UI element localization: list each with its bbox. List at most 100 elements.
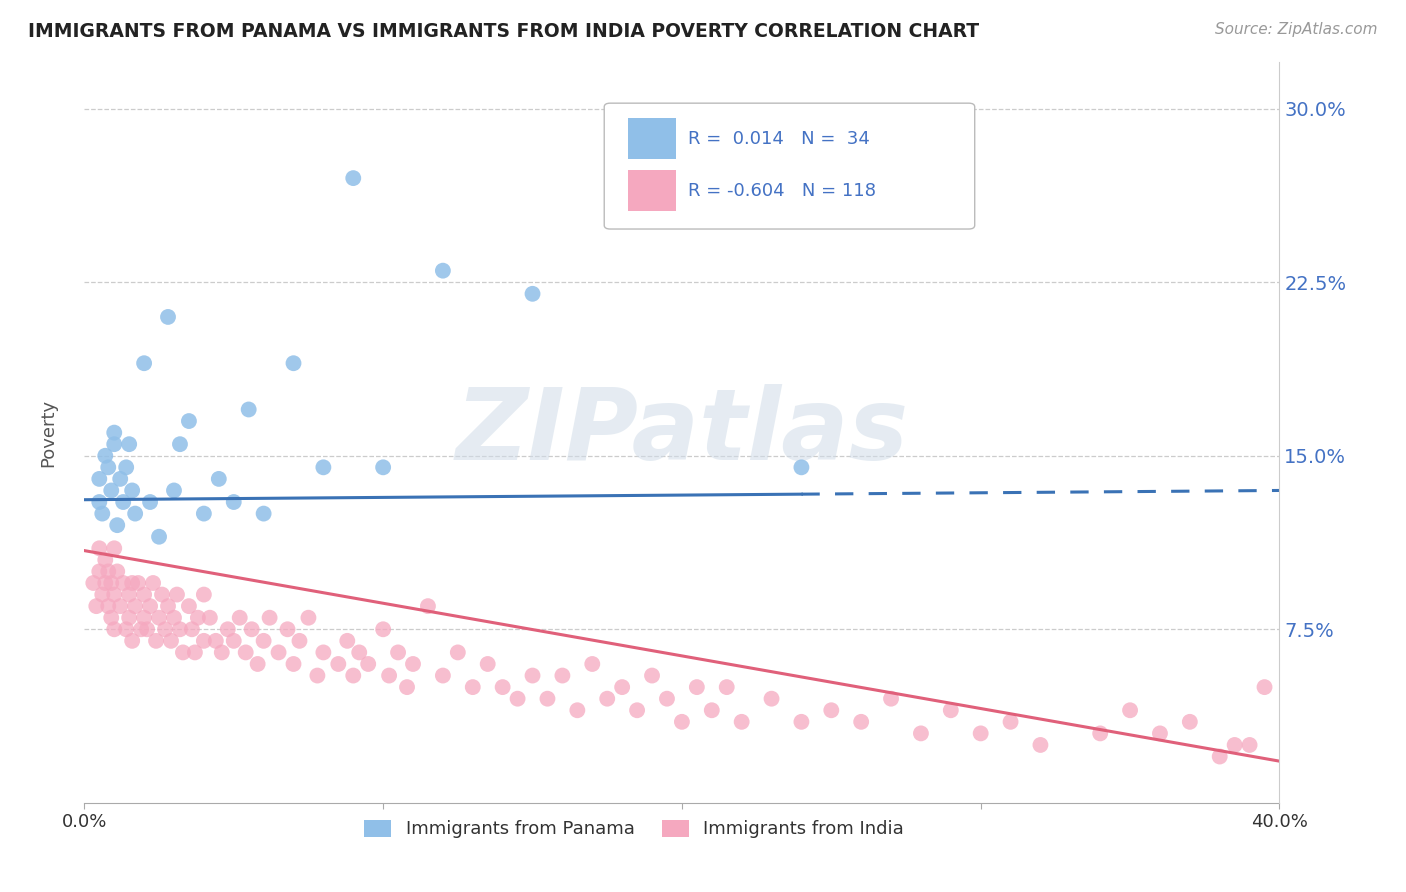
Point bbox=[118, 610, 141, 624]
Point bbox=[110, 472, 132, 486]
Point bbox=[94, 553, 117, 567]
Point bbox=[277, 622, 299, 636]
Point bbox=[378, 668, 401, 682]
Point bbox=[655, 691, 678, 706]
Point bbox=[259, 610, 281, 624]
Point bbox=[148, 530, 170, 544]
Point bbox=[105, 518, 128, 533]
Point bbox=[172, 645, 194, 659]
Point bbox=[177, 414, 200, 428]
Point bbox=[1149, 726, 1171, 740]
Point bbox=[416, 599, 439, 614]
Point bbox=[97, 460, 120, 475]
Point bbox=[910, 726, 932, 740]
Point bbox=[110, 599, 132, 614]
Point bbox=[387, 645, 409, 659]
Point bbox=[94, 449, 117, 463]
Point bbox=[132, 356, 156, 370]
Point bbox=[970, 726, 993, 740]
Point bbox=[89, 565, 111, 579]
Point bbox=[432, 263, 454, 277]
Point bbox=[461, 680, 484, 694]
Text: Poverty: Poverty bbox=[39, 399, 58, 467]
Point bbox=[312, 460, 335, 475]
Point bbox=[396, 680, 419, 694]
Point bbox=[124, 507, 146, 521]
Point bbox=[581, 657, 603, 671]
Point bbox=[139, 599, 162, 614]
Point bbox=[228, 610, 252, 624]
Point bbox=[169, 437, 191, 451]
Point bbox=[118, 588, 141, 602]
Point bbox=[222, 495, 245, 509]
Point bbox=[105, 565, 128, 579]
Point bbox=[208, 472, 231, 486]
Point bbox=[522, 668, 544, 682]
Point bbox=[100, 610, 122, 624]
Point bbox=[402, 657, 425, 671]
Point bbox=[103, 541, 125, 556]
Point bbox=[716, 680, 738, 694]
FancyBboxPatch shape bbox=[605, 103, 974, 229]
Point bbox=[150, 588, 173, 602]
Point bbox=[447, 645, 470, 659]
Text: IMMIGRANTS FROM PANAMA VS IMMIGRANTS FROM INDIA POVERTY CORRELATION CHART: IMMIGRANTS FROM PANAMA VS IMMIGRANTS FRO… bbox=[28, 22, 979, 41]
Point bbox=[373, 460, 395, 475]
Point bbox=[89, 495, 111, 509]
Point bbox=[193, 507, 215, 521]
Point bbox=[336, 633, 359, 648]
Point bbox=[121, 633, 143, 648]
Point bbox=[551, 668, 574, 682]
Bar bbox=[628, 169, 676, 211]
Point bbox=[790, 714, 813, 729]
Point bbox=[686, 680, 709, 694]
Point bbox=[1178, 714, 1201, 729]
Point bbox=[297, 610, 319, 624]
Point bbox=[596, 691, 619, 706]
Point bbox=[160, 633, 183, 648]
Point bbox=[103, 425, 125, 440]
Point bbox=[731, 714, 754, 729]
Point bbox=[211, 645, 233, 659]
Point bbox=[477, 657, 499, 671]
Text: R =  0.014   N =  34: R = 0.014 N = 34 bbox=[688, 129, 870, 148]
Point bbox=[432, 668, 454, 682]
Point bbox=[103, 622, 125, 636]
Point bbox=[240, 622, 263, 636]
Point bbox=[148, 610, 170, 624]
Point bbox=[288, 633, 311, 648]
Point bbox=[283, 356, 305, 370]
Point bbox=[132, 610, 156, 624]
Point bbox=[121, 576, 143, 591]
Point bbox=[307, 668, 329, 682]
Point bbox=[121, 483, 143, 498]
Point bbox=[1209, 749, 1232, 764]
Point bbox=[671, 714, 693, 729]
Point bbox=[115, 460, 138, 475]
Text: ZIPatlas: ZIPatlas bbox=[456, 384, 908, 481]
Point bbox=[641, 668, 664, 682]
Point bbox=[127, 576, 149, 591]
Text: Source: ZipAtlas.com: Source: ZipAtlas.com bbox=[1215, 22, 1378, 37]
Point bbox=[136, 622, 159, 636]
Point bbox=[100, 576, 122, 591]
Point bbox=[103, 588, 125, 602]
Point bbox=[112, 495, 135, 509]
Point bbox=[939, 703, 962, 717]
Point bbox=[342, 171, 364, 186]
Point bbox=[94, 576, 117, 591]
Point bbox=[567, 703, 589, 717]
Point bbox=[193, 633, 215, 648]
Point bbox=[157, 599, 180, 614]
Point bbox=[235, 645, 257, 659]
Point bbox=[492, 680, 515, 694]
Point bbox=[536, 691, 558, 706]
Bar bbox=[628, 118, 676, 159]
Point bbox=[124, 599, 146, 614]
Point bbox=[328, 657, 350, 671]
Point bbox=[612, 680, 634, 694]
Point bbox=[91, 507, 114, 521]
Point bbox=[700, 703, 723, 717]
Point bbox=[184, 645, 207, 659]
Point bbox=[1223, 738, 1246, 752]
